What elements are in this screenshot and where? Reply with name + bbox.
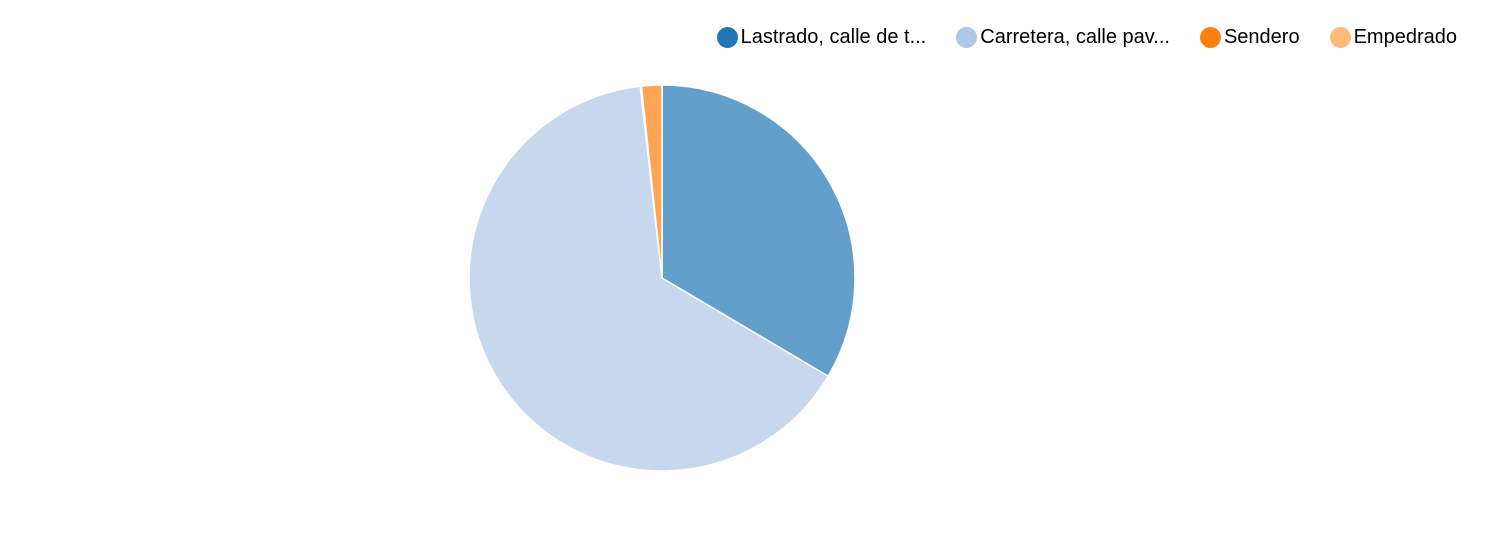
legend-swatch-carretera	[956, 27, 978, 48]
legend-swatch-empedrado	[1329, 27, 1351, 48]
legend-label-sendero: Sendero	[1223, 26, 1300, 48]
legend-item-carretera[interactable]: Carretera, calle pav...	[956, 26, 1170, 49]
legend-swatch-lastrado	[716, 27, 738, 48]
legend-item-lastrado[interactable]: Lastrado, calle de t...	[716, 26, 927, 49]
legend-swatch-sendero	[1199, 27, 1221, 48]
legend-label-empedrado: Empedrado	[1353, 26, 1457, 48]
legend-item-sendero[interactable]: Sendero	[1199, 26, 1300, 49]
slice-carretera[interactable]	[468, 85, 830, 472]
slice-lastrado[interactable]	[661, 84, 856, 378]
slice-empedrado[interactable]	[640, 84, 663, 279]
legend: Lastrado, calle de t... Carretera, calle…	[716, 26, 1457, 49]
legend-item-empedrado[interactable]: Empedrado	[1329, 26, 1457, 49]
legend-label-lastrado: Lastrado, calle de t...	[740, 26, 927, 48]
legend-label-carretera: Carretera, calle pav...	[980, 26, 1170, 48]
